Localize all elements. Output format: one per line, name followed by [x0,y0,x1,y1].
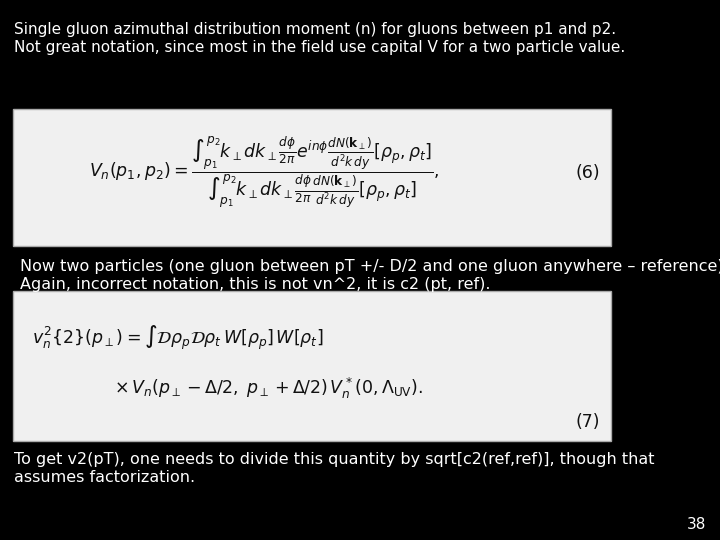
Text: $\times\, V_n(p_\perp - \Delta/2,\; p_\perp + \Delta/2)\, V_n^*(0, \Lambda_{\mat: $\times\, V_n(p_\perp - \Delta/2,\; p_\p… [114,375,423,401]
Text: 38: 38 [687,517,706,532]
Text: (7): (7) [575,413,600,431]
Text: (6): (6) [575,164,600,181]
Text: To get v2(pT), one needs to divide this quantity by sqrt[c2(ref,ref)], though th: To get v2(pT), one needs to divide this … [14,452,654,467]
Text: assumes factorization.: assumes factorization. [14,470,195,485]
Text: $v_n^2\{2\}(p_\perp) = \int \mathcal{D}\rho_p \mathcal{D}\rho_t\, W[\rho_p]\, W[: $v_n^2\{2\}(p_\perp) = \int \mathcal{D}\… [32,324,323,352]
Text: Again, incorrect notation, this is not vn^2, it is c2 (pt, ref).: Again, incorrect notation, this is not v… [20,277,490,292]
Text: Now two particles (one gluon between pT +/- D/2 and one gluon anywhere – referen: Now two particles (one gluon between pT … [20,259,720,274]
Text: Not great notation, since most in the field use capital V for a two particle val: Not great notation, since most in the fi… [14,40,625,55]
Text: Single gluon azimuthal distribution moment (n) for gluons between p1 and p2.: Single gluon azimuthal distribution mome… [14,22,616,37]
Text: $V_{n}(p_1, p_2) = \dfrac{\int_{p_1}^{p_2} k_{\perp} dk_{\perp} \frac{d\phi}{2\p: $V_{n}(p_1, p_2) = \dfrac{\int_{p_1}^{p_… [89,134,440,211]
FancyBboxPatch shape [13,109,611,246]
FancyBboxPatch shape [13,291,611,441]
